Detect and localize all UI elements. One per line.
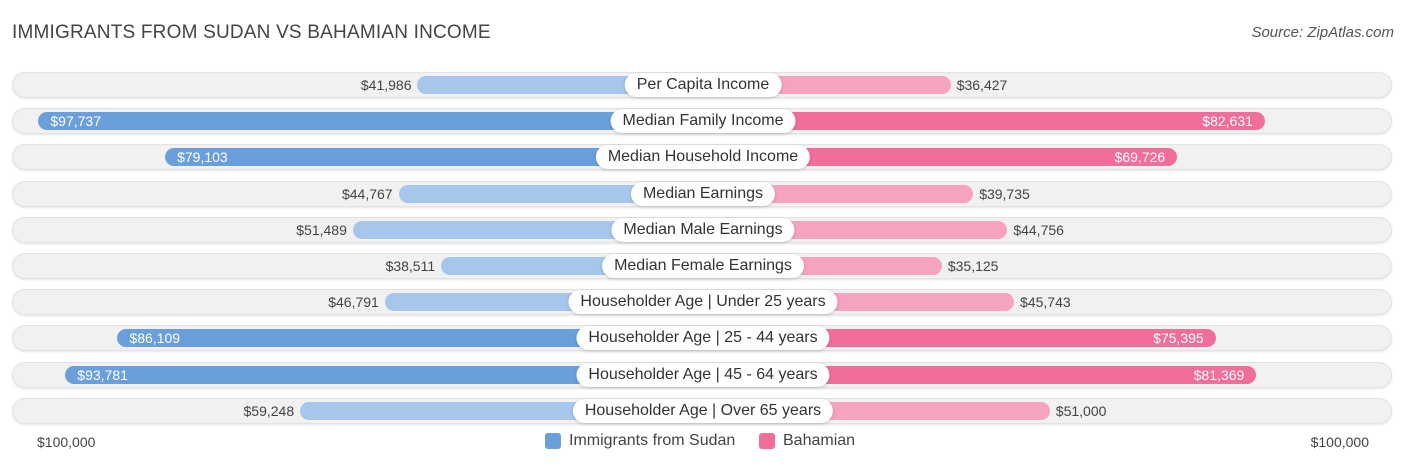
bar-bahamian xyxy=(703,148,1178,167)
bar-bahamian xyxy=(703,365,1257,384)
legend-swatch-sudan xyxy=(545,433,561,449)
value-label-bahamian: $39,735 xyxy=(979,185,1030,202)
legend-item-sudan: Immigrants from Sudan xyxy=(545,432,735,450)
category-label: Householder Age | 45 - 64 years xyxy=(576,362,830,387)
category-label: Householder Age | Under 25 years xyxy=(568,290,838,315)
category-label: Median Family Income xyxy=(610,109,796,134)
value-label-bahamian: $69,726 xyxy=(1114,149,1166,166)
value-label-bahamian: $75,395 xyxy=(1153,330,1204,347)
value-label-bahamian: $51,000 xyxy=(1055,402,1107,419)
value-label-sudan: $44,767 xyxy=(341,185,393,202)
category-label: Median Male Earnings xyxy=(611,217,795,242)
value-label-sudan: $41,986 xyxy=(360,77,412,93)
category-label: Median Earnings xyxy=(630,181,776,206)
bar-bahamian xyxy=(703,112,1265,131)
legend-swatch-bahamian xyxy=(759,433,775,449)
legend-label-sudan: Immigrants from Sudan xyxy=(569,432,736,449)
chart-title: IMMIGRANTS FROM SUDAN VS BAHAMIAN INCOME xyxy=(12,22,491,43)
value-label-sudan: $38,511 xyxy=(385,258,436,274)
axis-left-label: $100,000 xyxy=(37,434,96,450)
bar-bahamian xyxy=(703,329,1216,348)
value-label-sudan: $93,781 xyxy=(77,366,128,383)
value-label-bahamian: $81,369 xyxy=(1193,366,1245,383)
category-label: Householder Age | Over 65 years xyxy=(572,398,834,423)
value-label-bahamian: $35,125 xyxy=(947,258,999,274)
value-label-sudan: $86,109 xyxy=(129,330,181,347)
value-label-sudan: $97,737 xyxy=(50,113,101,130)
value-label-bahamian: $45,743 xyxy=(1020,294,1071,311)
bar-sudan xyxy=(117,329,703,348)
value-label-bahamian: $44,756 xyxy=(1013,221,1064,238)
category-label: Median Female Earnings xyxy=(602,254,804,278)
chart-source: Source: ZipAtlas.com xyxy=(1251,24,1394,41)
value-label-sudan: $46,791 xyxy=(328,294,379,311)
category-label: Per Capita Income xyxy=(624,73,782,97)
legend-item-bahamian: Bahamian xyxy=(759,432,855,450)
bar-sudan xyxy=(165,148,703,167)
value-label-bahamian: $82,631 xyxy=(1202,113,1253,130)
value-label-sudan: $51,489 xyxy=(296,221,347,238)
category-label: Median Household Income xyxy=(595,145,811,170)
bar-sudan xyxy=(398,184,703,203)
category-label: Householder Age | 25 - 44 years xyxy=(576,326,830,351)
value-label-bahamian: $36,427 xyxy=(956,77,1008,93)
axis-right-label: $100,000 xyxy=(1310,434,1369,450)
legend: Immigrants from Sudan Bahamian xyxy=(0,432,1406,452)
value-label-sudan: $79,103 xyxy=(177,149,228,166)
bar-sudan xyxy=(38,112,703,131)
value-label-sudan: $59,248 xyxy=(243,402,295,419)
bar-sudan xyxy=(65,365,703,384)
legend-label-bahamian: Bahamian xyxy=(783,432,856,449)
